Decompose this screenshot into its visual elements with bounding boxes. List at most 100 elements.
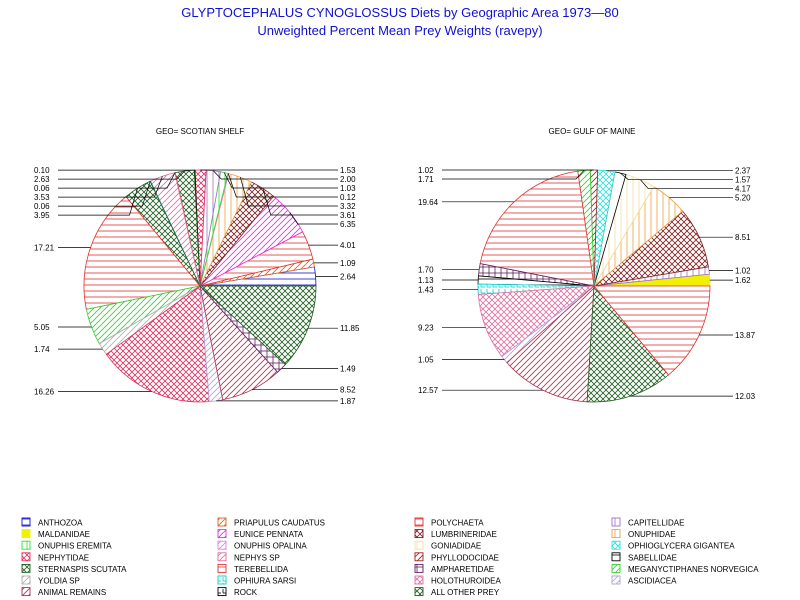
legend-label: NEPHYS SP — [234, 553, 280, 562]
slice-value-label: 1.74 — [34, 345, 50, 354]
slice-value-label: 11.85 — [340, 324, 360, 333]
slice-value-label: 8.51 — [735, 233, 751, 242]
slice-value-label: 16.26 — [34, 387, 55, 396]
legend-swatch-ophiura-sarsi — [217, 575, 227, 585]
leader-line — [620, 172, 733, 181]
leader-line — [262, 188, 338, 216]
legend-swatch-priapulus-caudatus — [217, 517, 227, 527]
slice-value-label: 2.64 — [340, 272, 356, 281]
slice-value-label: 3.95 — [34, 211, 50, 220]
slice-value-label: 0.06 — [34, 202, 50, 211]
slice-value-label: 1.87 — [340, 397, 356, 406]
legend-swatch-rock — [217, 587, 227, 597]
slice-value-label: 6.35 — [340, 220, 356, 229]
legend-swatch-holothuroidea — [414, 575, 424, 585]
leader-line — [227, 173, 338, 198]
legend-label: PRIAPULUS CAUDATUS — [234, 519, 325, 528]
leader-line — [58, 176, 163, 198]
pie-scotian-shelf: 1.532.001.030.123.323.616.35 4.01 1.09 2.64… — [34, 166, 360, 406]
pie-title-gulf-of-maine: GEO= GULF OF MAINE — [549, 127, 636, 136]
legend-label: ONUPHIDAE — [628, 530, 676, 539]
pie-slice-polychaeta — [83, 196, 201, 310]
slice-value-label: 1.53 — [340, 166, 356, 175]
legend-swatch-sabellidae — [611, 552, 621, 562]
legend-label: OPHIURA SARSI — [234, 577, 296, 586]
pie-slice-polychaeta — [479, 170, 595, 287]
slice-value-label: 3.61 — [340, 211, 356, 220]
pie-gulf-of-maine: 2.371.574.175.208.511.021.6213.8712.031.… — [418, 166, 756, 403]
legend-label: ONUPHIS EREMITA — [38, 542, 112, 551]
leader-line — [58, 170, 185, 180]
legend-swatch-eunice-pennata — [217, 529, 227, 539]
leader-line — [289, 212, 338, 225]
leader-line — [223, 172, 338, 189]
slice-value-label: 5.05 — [34, 323, 50, 332]
leader-line — [213, 170, 338, 180]
legend-label: GONIADIDAE — [431, 542, 481, 551]
legend-swatch-nephys-sp — [217, 552, 227, 562]
slice-value-label: 4.01 — [340, 241, 356, 250]
legend-label: HOLOTHUROIDEA — [431, 577, 501, 586]
legend-label: SABELLIDAE — [628, 553, 677, 562]
legend-label: ANIMAL REMAINS — [38, 588, 106, 597]
slice-value-label: 9.23 — [418, 323, 434, 332]
slice-value-label: 0.12 — [340, 193, 356, 202]
slice-value-label: 0.10 — [34, 166, 50, 175]
legend-label: OPHIOGLYCERA GIGANTEA — [628, 542, 735, 551]
legend-label: MEGANYCTIPHANES NORVEGICA — [628, 565, 759, 574]
slice-value-label: 3.32 — [340, 202, 356, 211]
slice-value-label: 1.02 — [735, 266, 751, 275]
legend-swatch-animal-remains — [21, 587, 31, 597]
legend-label: POLYCHAETA — [431, 519, 484, 528]
legend-swatch-sternaspis-scutata — [21, 563, 31, 573]
slice-value-label: 2.63 — [34, 175, 50, 184]
legend-label: ALL OTHER PREY — [431, 588, 500, 597]
pie-slice-all-other-prey — [198, 285, 317, 366]
slice-value-label: 5.20 — [735, 194, 751, 203]
legend-label: ONUPHIS OPALINA — [234, 542, 307, 551]
leader-line — [58, 188, 138, 216]
legend-swatch-phyllodocidae — [414, 552, 424, 562]
legend-swatch-ampharetidae — [414, 563, 424, 573]
legend-label: EUNICE PENNATA — [234, 530, 304, 539]
slice-value-label: 1.03 — [340, 184, 356, 193]
slice-value-label: 1.43 — [418, 285, 434, 294]
slice-value-label: 1.02 — [418, 166, 434, 175]
legend-swatch-polychaeta — [414, 517, 424, 527]
slice-value-label: 12.03 — [735, 392, 756, 401]
slice-value-label: 4.17 — [735, 185, 751, 194]
legend-swatch-lumbrineridae — [414, 529, 424, 539]
legend-label: ANTHOZOA — [38, 519, 83, 528]
legend-label: CAPITELLIDAE — [628, 519, 684, 528]
legend-label: STERNASPIS SCUTATA — [38, 565, 127, 574]
pie-title-scotian-shelf: GEO= SCOTIAN SHELF — [156, 127, 244, 136]
leader-line — [640, 179, 733, 190]
legend-label: ASCIDIACEA — [628, 577, 677, 586]
slice-value-label: 0.06 — [34, 184, 50, 193]
legend-swatch-nephytidae — [21, 552, 31, 562]
legend-swatch-onuphis-eremita — [21, 540, 31, 550]
slice-value-label: 13.87 — [735, 331, 756, 340]
legend-label: NEPHYTIDAE — [38, 553, 89, 562]
slice-value-label: 12.57 — [418, 386, 439, 395]
legend-label: AMPHARETIDAE — [431, 565, 494, 574]
leader-line — [442, 170, 585, 180]
slice-value-label: 2.37 — [735, 167, 751, 176]
slice-value-label: 1.70 — [418, 266, 434, 275]
legend-swatch-onuphis-opalina — [217, 540, 227, 550]
legend-swatch-capitellidae — [611, 517, 621, 527]
legend-swatch-meganyctiphanes-norvegica — [611, 563, 621, 573]
leader-line — [58, 172, 176, 189]
legend-swatch-maldanidae — [21, 529, 31, 539]
legend-label: PHYLLODOCIDAE — [431, 553, 499, 562]
slice-value-label: 1.71 — [418, 175, 434, 184]
slice-value-label: 1.05 — [418, 356, 434, 365]
slice-value-label: 2.00 — [340, 175, 356, 184]
slice-value-label: 8.52 — [340, 386, 356, 395]
legend-swatch-anthozoa — [21, 517, 31, 527]
legend-label: LUMBRINERIDAE — [431, 530, 497, 539]
legend-label: MALDANIDAE — [38, 530, 90, 539]
leader-line — [58, 181, 151, 207]
legend-label: ROCK — [234, 588, 258, 597]
